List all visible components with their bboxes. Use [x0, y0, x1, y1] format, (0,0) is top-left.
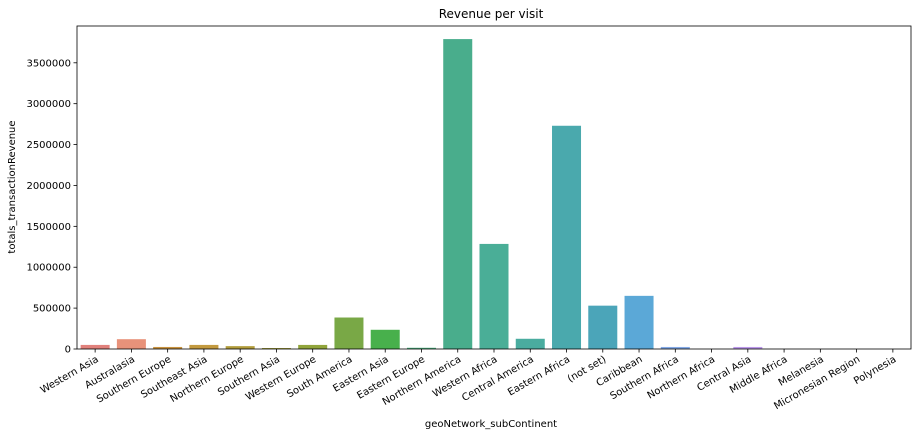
- y-axis-label: totals_transactionRevenue: [7, 120, 18, 253]
- x-tick-label: Eastern Africa: [506, 354, 572, 398]
- y-axis: 0 500000 1000000 1500000 2000000 2500000 30000…: [26, 58, 77, 356]
- plot-frame: [76, 25, 912, 350]
- bar: [334, 317, 364, 349]
- y-tick-label: 2500000: [26, 140, 71, 151]
- y-tick-label: 3000000: [26, 99, 71, 110]
- bar: [261, 348, 291, 349]
- bar: [298, 344, 328, 349]
- y-tick-label: 2000000: [26, 181, 71, 192]
- bar: [624, 295, 654, 349]
- bar: [225, 346, 255, 349]
- bar: [733, 346, 763, 349]
- bar: [80, 344, 110, 349]
- y-tick-label: 3500000: [26, 58, 71, 69]
- y-tick-label: 1500000: [26, 222, 71, 233]
- bars-group: [80, 39, 763, 349]
- bar: [406, 347, 436, 349]
- bar: [370, 329, 400, 349]
- x-axis-label: geoNetwork_subContinent: [425, 419, 557, 430]
- bar: [479, 243, 509, 349]
- bar: [443, 39, 473, 349]
- chart-title: Revenue per visit: [439, 7, 544, 21]
- y-tick-label: 1000000: [26, 263, 71, 274]
- bar: [189, 344, 219, 349]
- y-tick-label: 0: [65, 345, 71, 356]
- bar: [153, 346, 183, 349]
- bar: [552, 125, 582, 349]
- bar: [660, 346, 690, 349]
- bar: [588, 305, 618, 349]
- bar: [515, 338, 545, 349]
- bar: [116, 339, 146, 349]
- y-tick-label: 500000: [33, 304, 71, 315]
